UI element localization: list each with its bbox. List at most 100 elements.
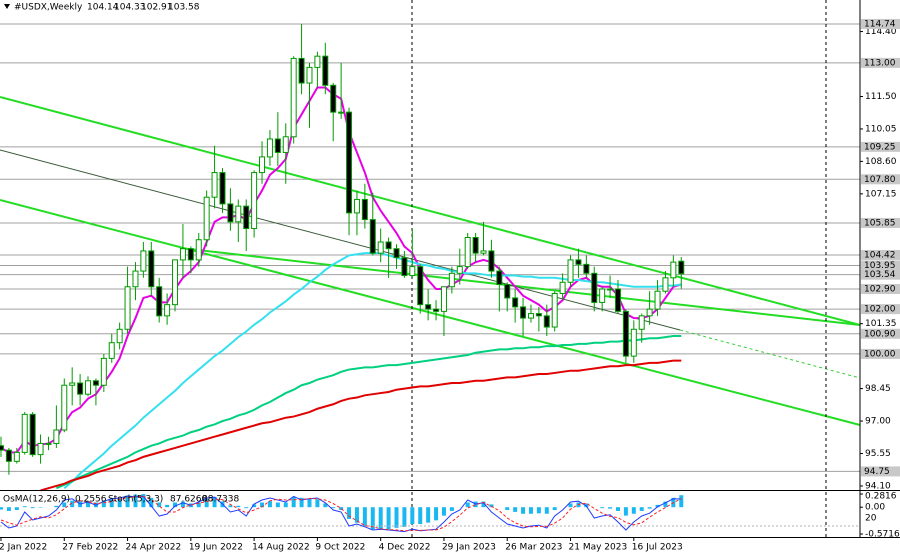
candle-body [274, 138, 281, 153]
osma-bar [647, 507, 652, 509]
osma-bar [679, 495, 684, 508]
candle-body [172, 259, 179, 306]
osma-bar [307, 498, 312, 508]
osma-bar [465, 502, 470, 508]
close-readout: 103.58 [168, 3, 200, 13]
osma-bar [347, 507, 352, 519]
osma-bar [0, 507, 3, 510]
candle-body [607, 288, 614, 291]
x-tick-label: 9 Oct 2022 [315, 543, 365, 553]
candle-body [227, 203, 234, 223]
level-label: 103.54 [864, 270, 896, 280]
osma-bar [14, 507, 19, 511]
osma-bar [410, 507, 415, 525]
stoch-signal-readout: 88.7338 [202, 495, 239, 505]
osma-bar [418, 507, 423, 525]
candle-body [124, 286, 131, 330]
candle-body [92, 380, 99, 386]
osma-bar [267, 501, 272, 508]
candle-body [0, 445, 4, 451]
osma-bar [544, 507, 549, 514]
candle-body [559, 281, 566, 294]
open-readout: 104.14 [87, 3, 119, 13]
trendline [179, 247, 861, 326]
candle-body [179, 248, 186, 261]
candle-body [37, 442, 44, 456]
osma-bar [283, 502, 288, 508]
symbol-title: #USDX,Weekly [14, 3, 83, 13]
osma-bar [362, 507, 367, 526]
x-tick-label: 16 Jul 2023 [632, 543, 683, 553]
osma-bar [339, 507, 344, 511]
osma-bar [568, 503, 573, 508]
candle-body [346, 111, 353, 214]
candle-body [583, 263, 590, 274]
level-label-box [861, 174, 900, 185]
osma-bar [608, 507, 613, 509]
osma-bar [291, 496, 296, 508]
y-tick-label: 107.15 [865, 189, 897, 199]
osma-bar [141, 494, 146, 508]
stoch-tick-label: 20 [865, 514, 877, 524]
osma-bar [299, 497, 304, 508]
osma-bar [212, 496, 217, 508]
candle-body [85, 380, 92, 395]
level-label-box [861, 141, 900, 152]
osma-tick-label: 0.00 [865, 503, 885, 513]
osma-bar [434, 507, 439, 521]
candle-body [464, 237, 471, 268]
level-label-box [861, 283, 900, 294]
osma-bar [386, 507, 391, 530]
osma-bar [117, 498, 122, 508]
osma-bar [6, 507, 11, 511]
y-tick-label: 101.35 [865, 319, 897, 329]
osma-bar [252, 504, 257, 508]
candle-body [290, 57, 297, 138]
x-tick-label: 27 Feb 2022 [62, 543, 118, 553]
candle-body [622, 310, 629, 357]
candle-body [13, 451, 20, 462]
level-label: 100.90 [864, 329, 896, 339]
y-tick-label: 110.05 [865, 124, 897, 134]
trendline [0, 199, 861, 426]
candle-body [61, 384, 68, 431]
osma-bar [378, 507, 383, 530]
osma-bar [449, 507, 454, 511]
candle-body [361, 198, 368, 221]
candle-body [614, 288, 621, 312]
osma-bar [323, 503, 328, 508]
candle-body [480, 250, 487, 254]
candle-body [187, 248, 194, 261]
menu-icon[interactable] [4, 4, 10, 9]
trendline [0, 149, 681, 331]
candle-body [670, 261, 677, 279]
candle-body [448, 272, 455, 288]
osma-bar [244, 507, 249, 509]
candle-body [251, 172, 258, 230]
candle-body [638, 315, 645, 330]
candle-body [543, 315, 550, 328]
level-label-box [861, 57, 900, 68]
x-tick-label: 2 Jan 2022 [0, 543, 47, 553]
osma-bar [663, 501, 668, 508]
osma-bar [513, 507, 518, 512]
osma-bar [62, 502, 67, 508]
level-label: 113.00 [864, 58, 896, 68]
osma-bar [505, 507, 510, 511]
candle-body [535, 313, 542, 317]
osma-bar [236, 505, 241, 508]
candle-body [630, 328, 637, 357]
level-label: 102.90 [864, 284, 896, 294]
candle-body [314, 55, 321, 68]
y-tick-label: 94.10 [865, 481, 891, 491]
osma-bar [54, 505, 59, 508]
candle-body [591, 272, 598, 303]
level-label: 104.42 [864, 250, 896, 260]
candle-body [472, 237, 479, 254]
candle-body [108, 342, 115, 359]
level-label-box [861, 217, 900, 228]
osma-tick-label: 0.2816 [865, 492, 897, 502]
x-tick-label: 21 May 2023 [569, 543, 628, 553]
candle-body [401, 257, 408, 277]
level-label-box [861, 328, 900, 339]
